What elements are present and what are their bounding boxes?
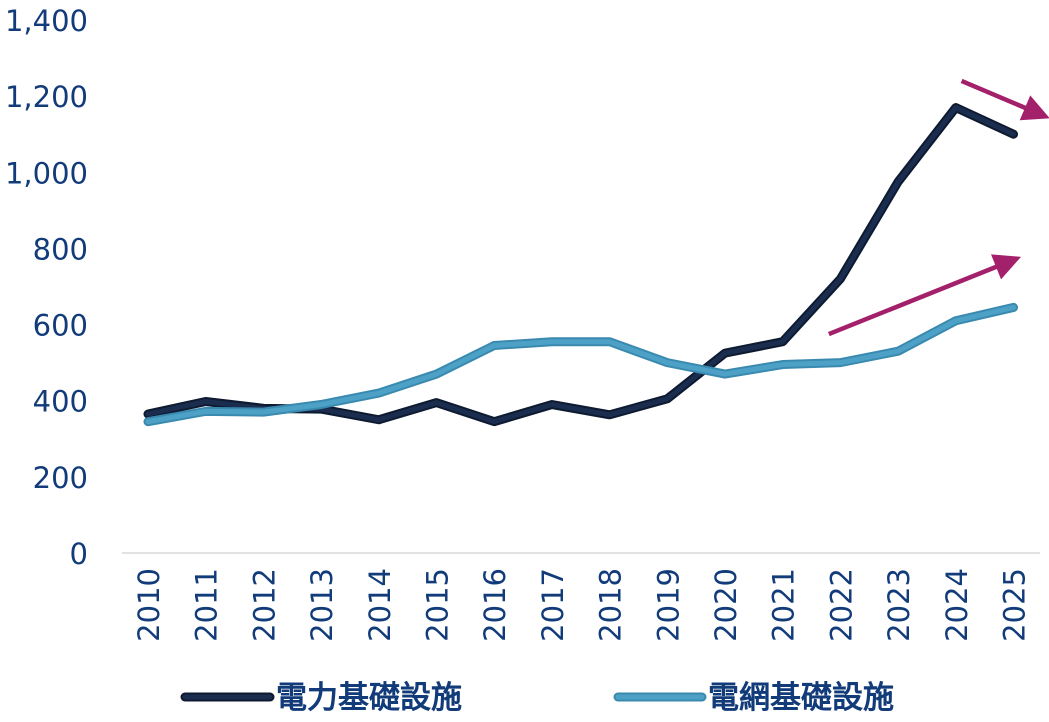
- annotation-layer: [829, 81, 1042, 334]
- series-layer: [148, 107, 1014, 421]
- x-tick-label: 2016: [478, 568, 512, 642]
- x-tick-label: 2010: [132, 568, 166, 642]
- y-tick-label: 400: [33, 385, 88, 419]
- x-tick-label: 2011: [190, 568, 224, 642]
- legend-label: 電網基礎設施: [708, 680, 894, 716]
- x-tick-label: 2013: [305, 568, 339, 642]
- x-tick-label: 2025: [998, 568, 1032, 642]
- series-line-group: [148, 107, 1014, 421]
- x-tick-label: 2021: [767, 568, 801, 642]
- x-tick-label: 2017: [536, 568, 570, 642]
- x-tick-label: 2020: [709, 568, 743, 642]
- x-tick-label: 2015: [421, 568, 455, 642]
- x-tick-label: 2022: [824, 568, 858, 642]
- y-tick-label: 1,000: [5, 156, 88, 190]
- x-tick-label: 2012: [247, 568, 281, 642]
- x-tick-label: 2014: [363, 568, 397, 642]
- x-axis: 2010 2011 2012 2013 2014 2015 2016 2017 2018 2019…: [122, 553, 1040, 642]
- x-tick-label: 2018: [594, 568, 628, 642]
- y-axis: 0 200 400 600 800 1,000 1,200 1,400: [5, 4, 88, 571]
- y-tick-label: 1,400: [5, 4, 88, 38]
- legend-label: 電力基礎設施: [276, 680, 462, 716]
- y-tick-label: 200: [33, 461, 88, 495]
- y-tick-label: 800: [33, 232, 88, 266]
- y-tick-label: 1,200: [5, 80, 88, 114]
- x-tick-label: 2019: [651, 568, 685, 642]
- series-line-outline: [148, 108, 1014, 422]
- legend: 電力基礎設施 電網基礎設施: [185, 680, 894, 716]
- y-tick-label: 600: [33, 309, 88, 343]
- trend-arrow: [829, 260, 1014, 334]
- series-line: [148, 108, 1014, 422]
- x-tick-label: 2023: [882, 568, 916, 642]
- y-tick-label: 0: [70, 537, 88, 571]
- trend-arrow: [962, 81, 1043, 115]
- x-tick-label: 2024: [940, 568, 974, 642]
